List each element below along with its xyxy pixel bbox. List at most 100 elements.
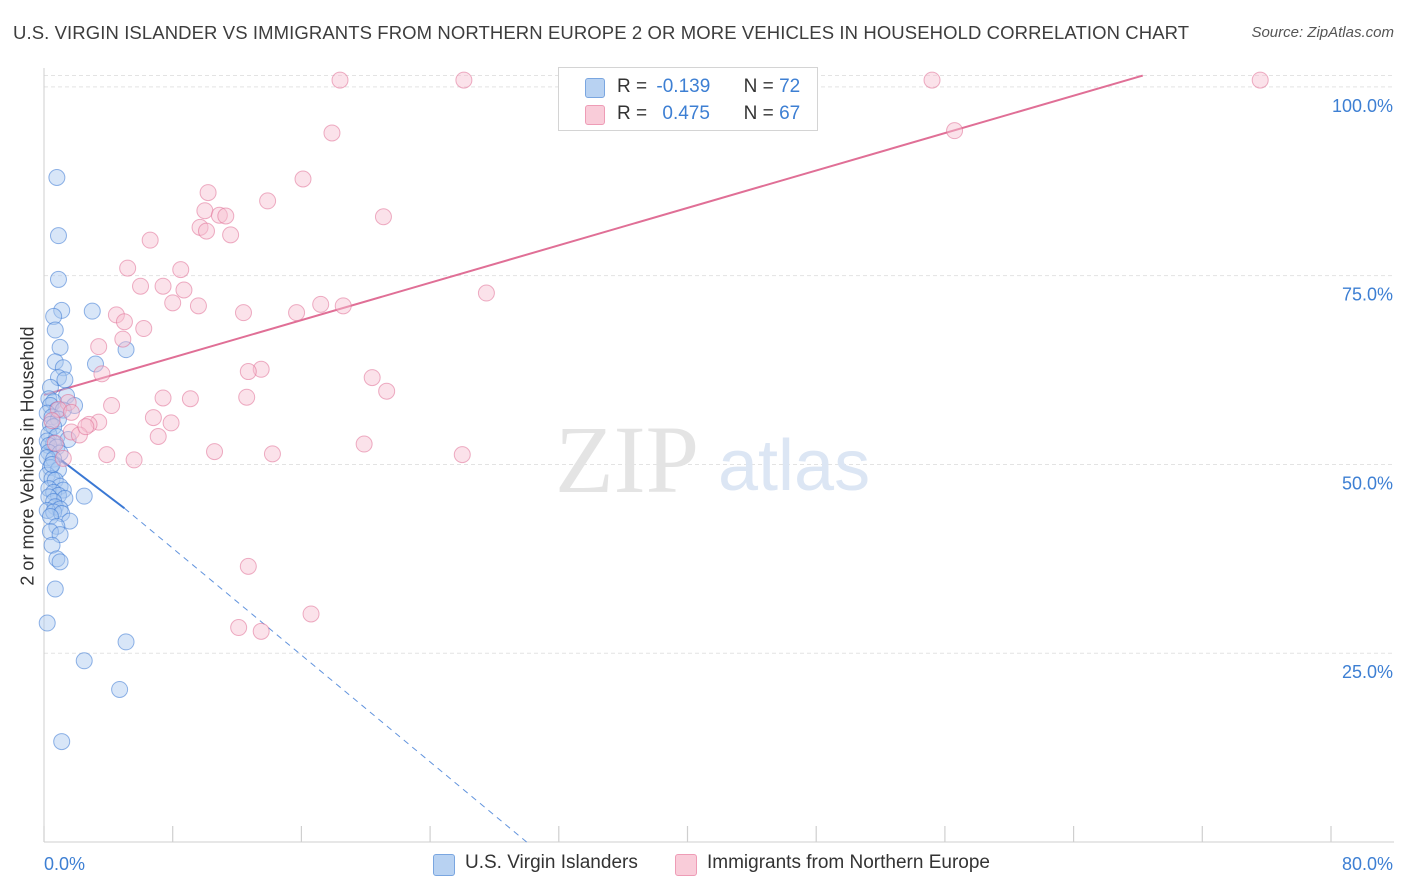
northern-europe-point (90, 338, 108, 356)
virgin-islander-point (41, 523, 59, 541)
virgin-islander-point (49, 227, 67, 245)
virgin-islander-point (83, 302, 101, 320)
northern-europe-point (164, 294, 182, 312)
northern-europe-point (103, 397, 121, 415)
northern-europe-point (222, 226, 240, 244)
bottom-legend-swatch-pink (675, 854, 697, 876)
northern-europe-point (263, 445, 281, 463)
correlation-legend: R = -0.139 N = 72 R = 0.475 N = 67 (558, 67, 818, 131)
y-tick-label: 75.0% (1342, 285, 1393, 305)
northern-europe-point (217, 207, 235, 225)
northern-europe-point (453, 446, 471, 464)
virgin-islander-point (75, 487, 93, 505)
points-layer (38, 71, 1269, 751)
chart-title: U.S. VIRGIN ISLANDER VS IMMIGRANTS FROM … (13, 22, 1190, 43)
legend-n-value: 67 (779, 103, 801, 124)
legend-r-value: -0.139 (656, 76, 711, 97)
virgin-islander-point (48, 550, 66, 568)
legend-r-label: R = (617, 103, 648, 124)
northern-europe-point (302, 605, 320, 623)
legend-r-label: R = (617, 76, 648, 97)
northern-europe-point (135, 320, 153, 338)
legend-swatch-blue (585, 78, 605, 98)
virgin-islander-point (86, 355, 104, 373)
legend-n-label: N = (743, 103, 774, 124)
northern-europe-point (196, 202, 214, 220)
northern-europe-point (294, 170, 312, 188)
northern-europe-point (363, 369, 381, 387)
northern-europe-point (259, 192, 277, 210)
virgin-islander-point (45, 307, 63, 325)
legend-n-value: 72 (779, 76, 801, 97)
bottom-legend-swatch-blue (433, 854, 455, 876)
virgin-islander-trend-line (43, 446, 126, 510)
virgin-islander-point (117, 341, 135, 359)
northern-europe-point (181, 390, 199, 408)
northern-europe-point (455, 71, 473, 89)
northern-europe-point (378, 382, 396, 400)
northern-europe-point (93, 365, 111, 383)
northern-europe-point (98, 446, 116, 464)
northern-europe-point (355, 435, 373, 453)
legend-n-label: N = (743, 76, 774, 97)
y-tick-label: 50.0% (1342, 473, 1393, 493)
northern-europe-point (946, 122, 964, 140)
northern-europe-point (149, 427, 167, 445)
virgin-islander-point (75, 652, 93, 670)
axis-layer (43, 68, 1394, 843)
y-axis-label: 2 or more Vehicles in Household (17, 326, 38, 586)
northern-europe-point (162, 414, 180, 432)
northern-europe-point (197, 222, 215, 240)
tick-label-layer: 25.0% 50.0% 75.0% 100.0% 0.0% 80.0% (44, 96, 1393, 874)
legend-r-value: 0.475 (662, 103, 710, 124)
virgin-islander-point (46, 321, 64, 339)
northern-europe-point (288, 304, 306, 322)
virgin-islander-point (56, 371, 74, 389)
virgin-islander-point (53, 733, 71, 751)
virgin-islander-point (48, 168, 66, 186)
northern-europe-point (1251, 71, 1269, 89)
northern-europe-point (43, 412, 61, 430)
virgin-islander-point (41, 508, 59, 526)
virgin-islander-point (51, 553, 69, 571)
northern-europe-point (923, 71, 941, 89)
northern-europe-point (125, 451, 143, 469)
northern-europe-point (477, 284, 495, 302)
northern-europe-point (114, 330, 132, 348)
northern-europe-point (46, 434, 64, 452)
northern-europe-point (141, 231, 159, 249)
x-tick-label: 0.0% (44, 854, 85, 874)
northern-europe-point (189, 297, 207, 315)
northern-europe-point (230, 619, 248, 637)
virgin-islander-point (61, 512, 79, 530)
northern-europe-point (239, 557, 257, 575)
northern-europe-point (323, 124, 341, 142)
northern-europe-point (199, 184, 217, 202)
northern-europe-point (206, 443, 224, 461)
northern-europe-point (119, 259, 137, 277)
northern-europe-point (80, 415, 98, 433)
trend-layer (43, 74, 1144, 843)
x-tick-label: 80.0% (1342, 854, 1393, 874)
northern-europe-point (132, 277, 150, 295)
northern-europe-point (154, 277, 172, 295)
northern-europe-point (374, 208, 392, 226)
virgin-islander-point (117, 633, 135, 651)
virgin-islander-point (43, 536, 61, 554)
northern-europe-point (172, 261, 190, 279)
legend-swatch-pink (585, 105, 605, 125)
northern-europe-point (115, 313, 133, 331)
y-tick-label: 25.0% (1342, 662, 1393, 682)
watermark-zip: ZIP (555, 406, 699, 513)
source-label: Source: ZipAtlas.com (1251, 24, 1394, 41)
northern-europe-point (144, 409, 162, 427)
y-tick-label: 100.0% (1332, 96, 1393, 116)
virgin-islander-trend-extension (124, 507, 527, 843)
bottom-legend-label: Immigrants from Northern Europe (707, 852, 990, 873)
northern-europe-point (59, 394, 77, 412)
northern-europe-point (154, 389, 172, 407)
watermark: ZIP atlas (555, 406, 870, 513)
virgin-islander-point (51, 338, 69, 356)
northern-europe-point (77, 418, 95, 436)
